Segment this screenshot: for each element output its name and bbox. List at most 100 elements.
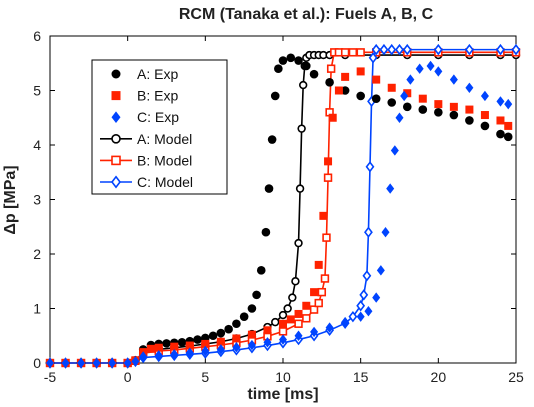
x-tick-label: 20 (431, 369, 447, 385)
data-point-b-model (314, 298, 323, 308)
data-point-b-exp (319, 211, 328, 220)
data-point-b-model (340, 48, 350, 57)
data-point-b-model (317, 287, 327, 297)
data-point-c-exp (390, 145, 399, 156)
data-point-a-exp (216, 328, 226, 338)
data-point-c-exp (406, 74, 415, 85)
data-point-c-exp (294, 330, 303, 341)
data-point-c-model (356, 300, 366, 312)
data-point-b-exp (201, 339, 210, 348)
data-point-b-exp (170, 342, 179, 351)
data-point-a-exp (264, 184, 274, 193)
data-point-a-exp (294, 56, 303, 65)
data-point-a-exp (278, 56, 288, 65)
data-point-b-exp (302, 301, 311, 310)
data-point-a-exp (256, 266, 266, 275)
data-point-c-exp (449, 74, 458, 85)
data-point-a-exp (208, 331, 218, 341)
data-point-b-exp (286, 315, 295, 324)
data-point-c-exp (139, 351, 148, 362)
legend-marker-b-exp (111, 91, 121, 101)
data-point-b-exp (185, 341, 194, 350)
data-point-c-exp (123, 357, 132, 369)
data-point-b-model (294, 319, 303, 328)
data-point-a-exp (286, 53, 296, 63)
data-point-c-exp (154, 350, 163, 361)
legend-items: A: Exp B: Exp C: Exp A: Model B: Model C: Mod… (100, 66, 193, 190)
data-point-b-exp (418, 94, 427, 103)
data-point-c-model (496, 43, 505, 56)
x-tick-label: 10 (275, 369, 291, 385)
data-point-a-exp (193, 335, 202, 344)
data-point-b-exp (310, 288, 319, 297)
data-point-b-exp (356, 67, 365, 76)
data-point-a-exp (496, 129, 505, 139)
y-tick-label: 1 (33, 301, 41, 317)
data-point-c-model (395, 43, 404, 56)
data-point-b-exp (314, 260, 323, 269)
data-point-c-exp (325, 322, 334, 333)
data-point-b-model (326, 64, 336, 73)
data-point-b-model (320, 274, 330, 283)
data-point-b-exp (146, 344, 155, 353)
data-point-c-exp (496, 96, 505, 107)
data-point-a-exp (503, 132, 513, 142)
data-point-c-model (348, 310, 358, 323)
data-point-c-exp (61, 357, 70, 369)
data-point-a-model (294, 238, 303, 248)
data-point-a-model (288, 293, 297, 302)
data-point-b-exp (403, 89, 412, 98)
data-point-b-exp (247, 330, 256, 339)
data-point-b-exp (496, 116, 505, 125)
y-tick-label: 6 (33, 28, 41, 44)
data-point-c-exp (400, 90, 409, 102)
data-point-c-exp (77, 357, 86, 369)
data-point-b-exp (465, 105, 474, 114)
data-point-a-exp (232, 319, 241, 329)
data-point-b-model (302, 314, 311, 323)
legend-label-b-exp: B: Exp (137, 88, 178, 104)
data-point-a-model (298, 80, 308, 90)
data-point-b-exp (154, 343, 163, 352)
data-point-b-exp (480, 111, 489, 120)
data-point-b-exp (263, 326, 272, 335)
data-point-c-exp (46, 357, 54, 369)
data-point-c-exp (504, 98, 513, 110)
y-axis-label: Δp [MPa] (2, 165, 19, 234)
legend: A: Exp B: Exp C: Exp A: Model B: Model C: Mod… (91, 59, 228, 195)
data-point-b-model (348, 48, 358, 57)
data-point-b-exp (232, 334, 241, 343)
data-point-c-model (364, 226, 373, 238)
data-point-c-model (368, 52, 378, 64)
data-point-c-exp (364, 306, 373, 317)
data-point-c-model (464, 43, 474, 56)
data-point-b-exp (434, 100, 443, 109)
data-point-c-exp (426, 60, 435, 72)
data-point-b-exp (341, 72, 350, 81)
x-tick-label: 5 (201, 369, 209, 385)
data-point-b-exp (504, 121, 513, 130)
data-point-c-model (362, 270, 372, 282)
data-point-b-exp (279, 319, 287, 328)
data-point-a-exp (356, 91, 365, 101)
data-point-a-model (278, 310, 288, 320)
data-point-a-exp (177, 337, 187, 347)
data-point-b-exp (324, 157, 333, 166)
data-point-a-exp (340, 86, 350, 95)
data-point-c-exp (216, 344, 225, 355)
data-point-c-exp (279, 334, 287, 345)
x-tick-label: 25 (508, 369, 524, 385)
data-point-c-exp (92, 357, 101, 369)
data-point-b-exp (387, 83, 396, 92)
data-point-b-model (278, 327, 288, 336)
y-tick-label: 3 (33, 192, 41, 208)
data-point-c-exp (372, 292, 381, 303)
data-point-a-exp (434, 108, 443, 117)
data-point-c-exp (247, 339, 256, 351)
data-point-a-exp (387, 98, 397, 107)
data-point-a-model (271, 317, 280, 327)
data-point-c-exp (465, 82, 474, 93)
exp-series (45, 53, 513, 369)
y-tick-label: 0 (33, 355, 41, 371)
